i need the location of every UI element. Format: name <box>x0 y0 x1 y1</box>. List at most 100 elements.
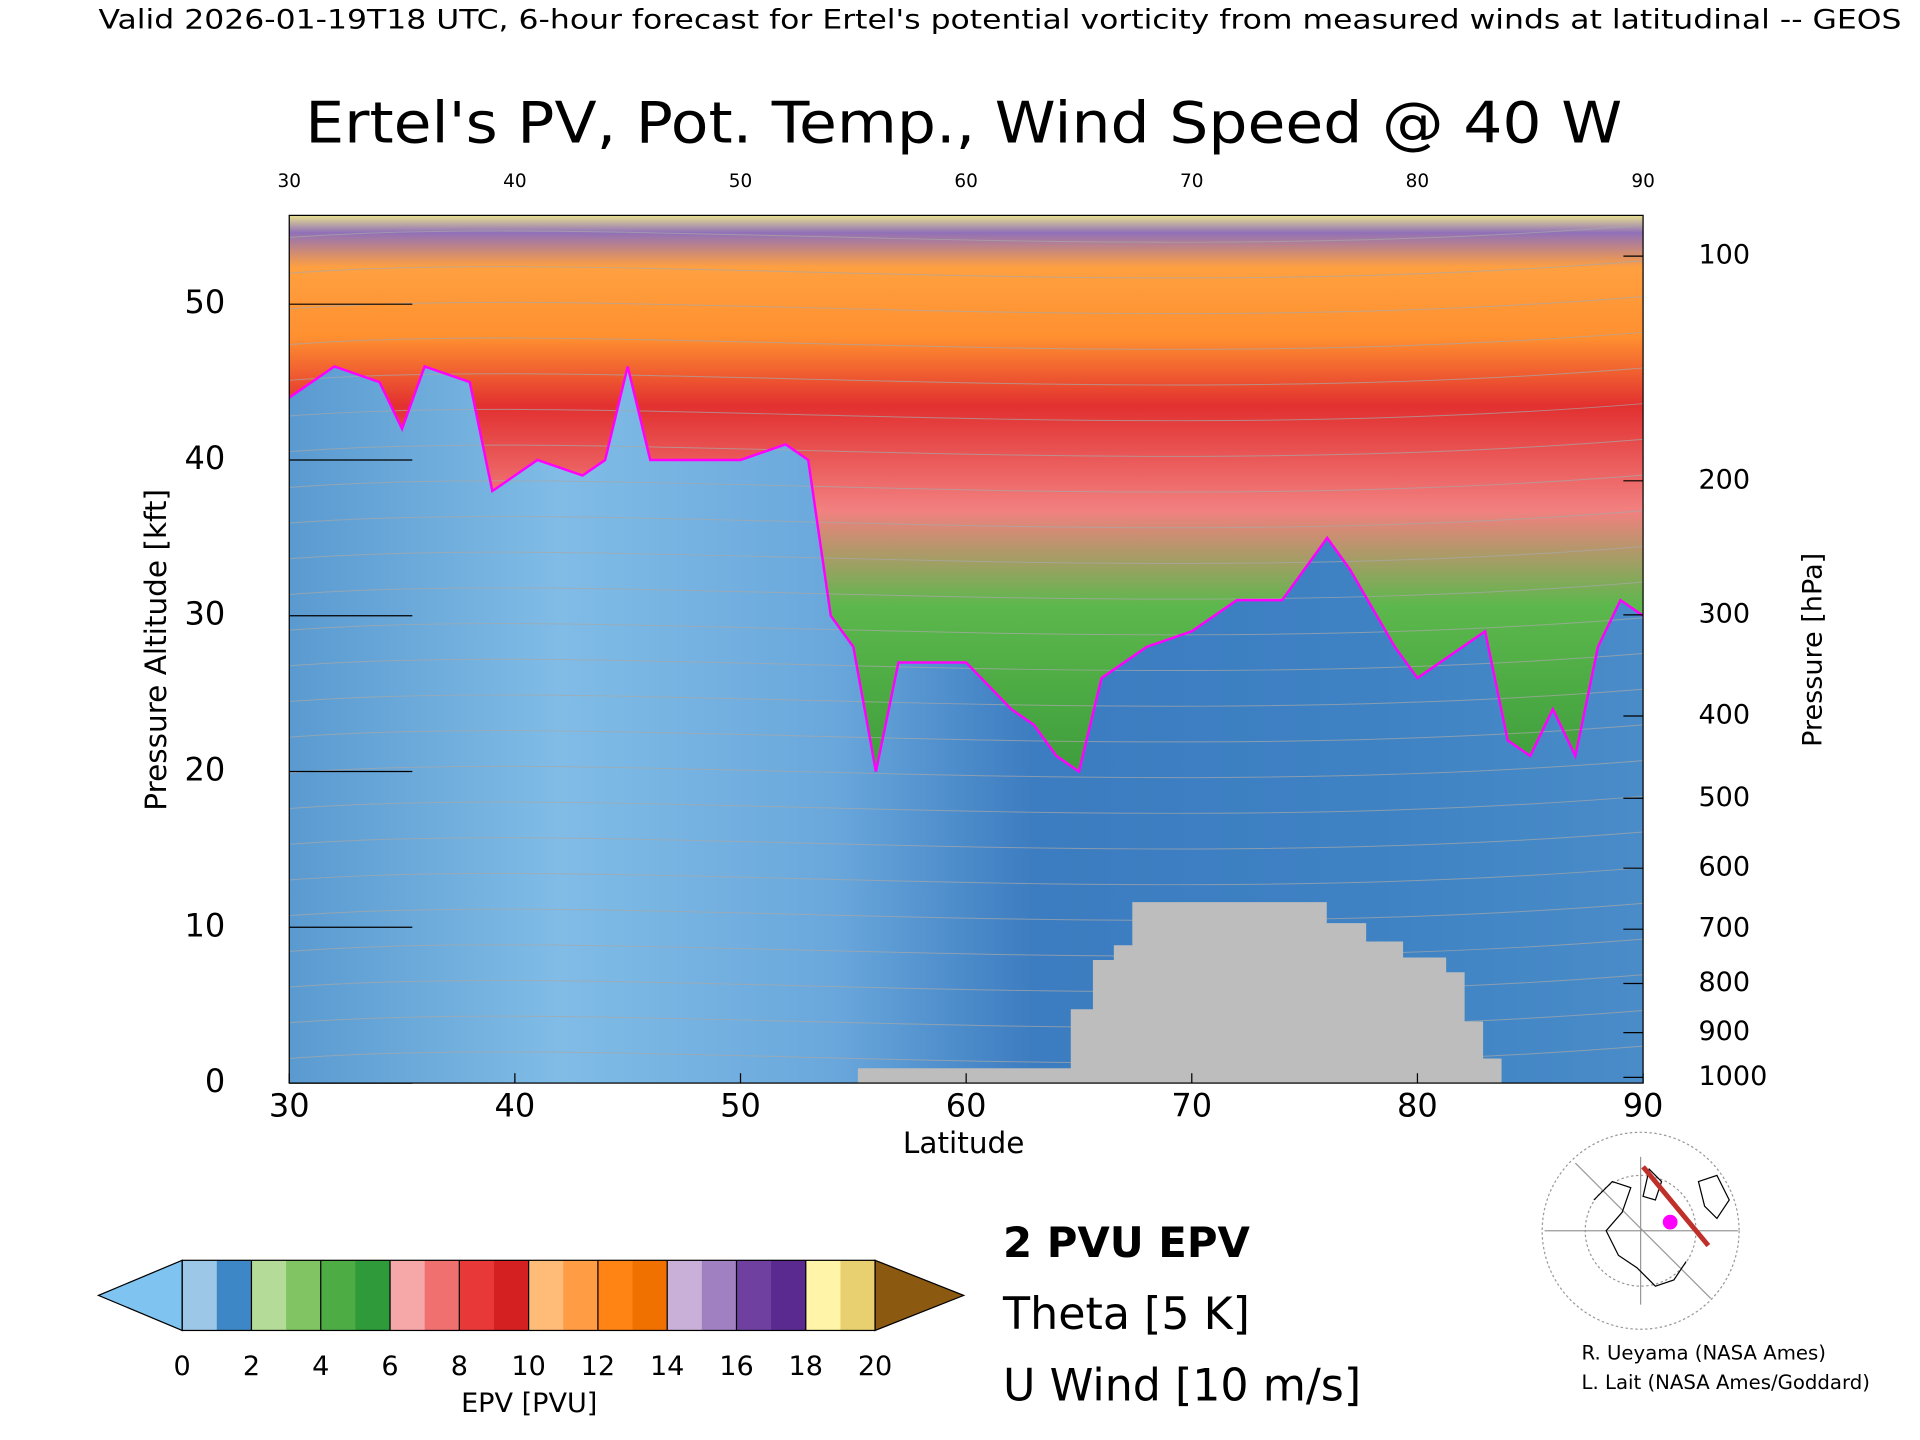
y2-tick-label: 100 <box>1698 240 1750 271</box>
colorbar-segment <box>493 1260 530 1331</box>
colorbar-segment <box>840 1260 876 1331</box>
theta-contour <box>289 474 1644 493</box>
credit: L. Lait (NASA Ames/Goddard) <box>1582 1371 1870 1394</box>
theta-contour <box>289 545 1644 564</box>
theta-contour <box>289 296 1644 315</box>
y2-axis-label: Pressure [hPa] <box>1798 553 1829 747</box>
colorbar-segment <box>459 1260 495 1331</box>
stratosphere-field <box>289 215 1644 772</box>
y2-tick-label: 1000 <box>1698 1061 1767 1092</box>
colorbar-segment <box>528 1260 564 1331</box>
theta-contour <box>289 938 1644 957</box>
x-tick-label: 60 <box>946 1087 987 1125</box>
y2-tick-label: 800 <box>1698 967 1750 998</box>
theta-contour <box>289 795 1644 814</box>
colorbar-tick-label: 12 <box>581 1351 615 1382</box>
colorbar-segment <box>597 1260 634 1331</box>
legend-entry: U Wind [10 m/s] <box>1003 1360 1361 1411</box>
colorbar-segment <box>355 1260 391 1331</box>
x-tick-label: 30 <box>269 1087 310 1125</box>
y-axis-label: Pressure Altitude [kft] <box>139 489 173 811</box>
colorbar-segment <box>286 1260 322 1331</box>
theta-contour <box>289 902 1644 921</box>
y2-tick-label: 400 <box>1698 699 1750 730</box>
x-tick-label: 70 <box>1171 1087 1212 1125</box>
theta-contour <box>289 867 1644 886</box>
colorbar-segment <box>320 1260 356 1331</box>
y-tick-label: 10 <box>185 906 226 944</box>
theta-contour <box>289 403 1644 422</box>
colorbar-segment <box>667 1260 703 1331</box>
colorbar-tick-label: 4 <box>312 1351 329 1382</box>
y2-tick-label: 200 <box>1698 464 1750 495</box>
colorbar-segment <box>563 1260 599 1331</box>
map-inset <box>1541 1131 1740 1330</box>
colorbar-segment <box>390 1260 426 1331</box>
x-tick-label-top: 70 <box>1180 171 1203 192</box>
colorbar-under <box>96 1259 183 1332</box>
legend-entry: 2 PVU EPV <box>1003 1218 1250 1267</box>
pv-line <box>289 364 1644 774</box>
plot-area <box>289 215 1644 1084</box>
colorbar: 0 2 4 6 8 10 12 14 16 18 20 <box>96 1259 966 1382</box>
colorbar-tick-label: 0 <box>174 1351 191 1382</box>
header: Valid 2026-01-19T18 UTC, 6-hour forecast… <box>98 4 1901 35</box>
colorbar-segment <box>701 1260 738 1331</box>
colorbar-frame <box>181 1259 876 1332</box>
y2-tick-label: 700 <box>1698 913 1750 944</box>
y-tick-label: 20 <box>185 751 226 789</box>
x-tick-label: 90 <box>1623 1087 1664 1125</box>
credit: R. Ueyama (NASA Ames) <box>1582 1341 1826 1364</box>
y-tick-label: 50 <box>185 283 226 321</box>
colorbar-tick-label: 10 <box>511 1351 545 1382</box>
theta-contour <box>289 688 1644 707</box>
colorbar-over <box>874 1259 966 1332</box>
colorbar-segment <box>736 1260 772 1331</box>
x-tick-label-top: 30 <box>277 171 300 192</box>
x-tick-label-top: 90 <box>1631 171 1654 192</box>
x-axis-label: Latitude <box>903 1126 1024 1160</box>
colorbar-tick-label: 16 <box>719 1351 753 1382</box>
x-tick-label: 80 <box>1397 1087 1438 1125</box>
x-tick-label: 50 <box>720 1087 761 1125</box>
colorbar-tick-label: 18 <box>789 1351 823 1382</box>
colorbar-tick-label: 6 <box>381 1351 398 1382</box>
y2-tick-label: 500 <box>1698 782 1750 813</box>
legend: 2 PVU EPV Theta [5 K] U Wind [10 m/s] <box>1002 1218 1361 1411</box>
theta-contour <box>289 438 1644 457</box>
y2-tick-label: 300 <box>1698 598 1750 629</box>
x-tick-label-top: 80 <box>1406 171 1429 192</box>
theta-contour <box>289 510 1644 529</box>
theta-contour <box>289 831 1644 850</box>
y-tick-label: 40 <box>185 439 226 477</box>
chart-title: Ertel's PV, Pot. Temp., Wind Speed @ 40 … <box>305 90 1622 156</box>
axes: 3030404050506060707080809090010203040501… <box>185 171 1768 1125</box>
theta-contour <box>289 260 1644 279</box>
y-tick-label: 0 <box>205 1062 225 1100</box>
x-tick-label-top: 50 <box>729 171 752 192</box>
colorbar-segment <box>632 1260 668 1331</box>
x-tick-label-top: 40 <box>503 171 526 192</box>
x-tick-label: 40 <box>495 1087 536 1125</box>
colorbar-tick-label: 8 <box>451 1351 468 1382</box>
colorbar-tick-label: 20 <box>858 1351 892 1382</box>
colorbar-label: EPV [PVU] <box>461 1388 597 1419</box>
theta-contour <box>289 653 1644 672</box>
theta-contour <box>289 581 1644 600</box>
y2-tick-label: 600 <box>1698 852 1750 883</box>
colorbar-tick-label: 2 <box>243 1351 260 1382</box>
colorbar-segment <box>805 1260 842 1331</box>
theta-contour <box>289 724 1644 743</box>
theta-contour <box>289 224 1644 243</box>
y2-tick-label: 900 <box>1698 1016 1750 1047</box>
theta-contour <box>289 331 1644 350</box>
colorbar-segment <box>771 1260 807 1331</box>
x-tick-label-top: 60 <box>954 171 977 192</box>
colorbar-segment <box>251 1260 287 1331</box>
terrain <box>857 902 1502 1084</box>
colorbar-tick-label: 14 <box>650 1351 684 1382</box>
y-tick-label: 30 <box>185 595 226 633</box>
theta-contour <box>289 617 1644 636</box>
colorbar-segment <box>424 1260 460 1331</box>
